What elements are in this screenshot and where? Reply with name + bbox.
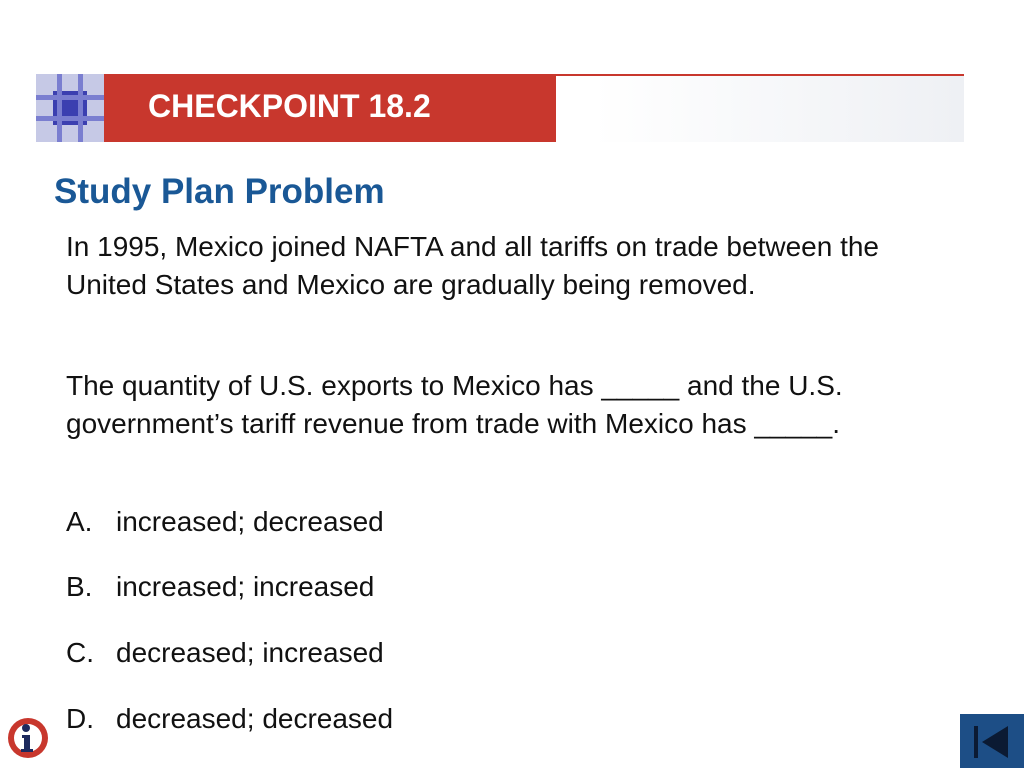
- answer-option-a[interactable]: A. increased; decreased: [66, 506, 384, 538]
- problem-question-paragraph: The quantity of U.S. exports to Mexico h…: [66, 370, 843, 439]
- answer-option-c[interactable]: C. decreased; increased: [66, 637, 384, 669]
- option-text: decreased; increased: [116, 637, 384, 668]
- answer-option-b[interactable]: B. increased; increased: [66, 571, 374, 603]
- checkpoint-header-block: [104, 74, 556, 142]
- option-letter: C.: [66, 637, 94, 668]
- info-icon[interactable]: [6, 716, 50, 760]
- problem-context-paragraph: In 1995, Mexico joined NAFTA and all tar…: [66, 231, 879, 300]
- option-text: increased; decreased: [116, 506, 384, 537]
- checkpoint-title: CHECKPOINT 18.2: [148, 88, 431, 124]
- option-letter: D.: [66, 703, 94, 734]
- option-letter: A.: [66, 506, 93, 537]
- option-text: decreased; decreased: [116, 703, 394, 734]
- answer-option-d[interactable]: D. decreased; decreased: [66, 703, 393, 735]
- option-letter: B.: [66, 571, 93, 602]
- option-text: increased; increased: [116, 571, 375, 602]
- page-title: Study Plan Problem: [54, 172, 385, 211]
- skip-to-start-button[interactable]: [960, 714, 1024, 768]
- skip-to-start-icon: [974, 726, 1008, 758]
- grid-logo-icon: [36, 74, 104, 142]
- header-accent-line: [556, 74, 964, 76]
